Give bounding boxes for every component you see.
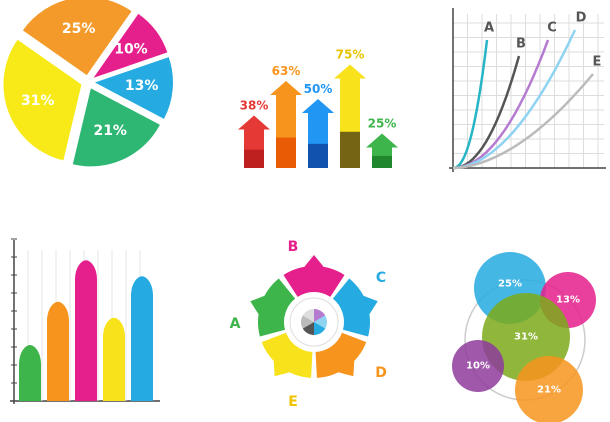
arrow-bar [302, 99, 334, 168]
ring-segment-group [283, 255, 345, 297]
bubble-label: 10% [466, 361, 490, 372]
pie-chart: 25% 10% 13% 21% 31% [3, 0, 173, 167]
peak-area [103, 317, 125, 401]
pie-slice-label: 31% [21, 93, 55, 109]
pie-slice [93, 13, 168, 78]
arrow-value-label: 38% [240, 99, 269, 113]
series-line [452, 29, 577, 170]
peak-area [75, 260, 97, 401]
peak-area [19, 345, 41, 401]
peak-area [131, 276, 153, 401]
arrow-base-shade [308, 143, 328, 168]
bubble [452, 340, 504, 392]
pie-slice [94, 57, 173, 119]
ring-segment-label: A [230, 316, 241, 332]
ring-segment [261, 332, 313, 378]
pie-slice-group: 21% [72, 88, 160, 167]
series-label: B [516, 37, 526, 52]
ring-segment-group [332, 278, 378, 337]
ring-segment-tab [363, 295, 378, 315]
ring-segment [315, 332, 367, 378]
ring-segment-tab [338, 360, 355, 377]
pie-slice-label: 21% [93, 123, 127, 139]
arrow-base-shade [276, 137, 296, 168]
arrow-value-label: 75% [336, 48, 365, 62]
ring-segment-label: D [375, 365, 387, 381]
ring-center-slice [314, 315, 327, 329]
pie-slice [22, 0, 132, 76]
ring-segment-group [261, 332, 313, 378]
bubble-label: 25% [498, 279, 522, 290]
pie-slice-label: 10% [114, 42, 148, 58]
ring-segment-group [315, 332, 367, 378]
ring-center-slice [301, 315, 314, 329]
curve-line-chart: A B C D E [449, 8, 606, 172]
ring-segment-label: B [288, 239, 299, 255]
pie-slice-label: 25% [62, 21, 96, 37]
ring-center-slice [302, 322, 314, 335]
bubble-label: 21% [537, 385, 561, 396]
segmented-ring-chart: B C D E A [230, 239, 387, 410]
series-label: E [593, 55, 602, 70]
series-label: C [547, 21, 557, 36]
arrow-bar [270, 81, 302, 168]
arrow-value-label: 63% [272, 64, 301, 78]
bubble-label: 31% [514, 332, 538, 343]
arrow-value-label: 50% [304, 82, 333, 96]
bubble [515, 356, 583, 422]
arrow-bar [334, 64, 366, 168]
pie-slice-group: 25% [22, 0, 132, 76]
ring-center-slice [302, 309, 314, 322]
arrow-base-shade [372, 155, 392, 168]
ring-segment-label: C [376, 270, 386, 286]
ring-center-slice [314, 322, 326, 335]
ring-center-slice [314, 309, 326, 322]
pie-slice [72, 88, 160, 167]
ring-segment [283, 265, 345, 297]
ring-segment-tab [273, 360, 290, 377]
arrow-value-label: 25% [368, 117, 397, 131]
pie-slice-group: 10% [93, 13, 168, 78]
ring-segment-group [250, 278, 296, 337]
series-label: D [576, 11, 587, 26]
pie-slice-group: 31% [3, 39, 82, 161]
ring-segment-tab [250, 295, 265, 315]
arrow-bar [238, 115, 270, 168]
peak-area-chart [10, 238, 160, 404]
ring-segment [258, 278, 296, 337]
bubble-chart: 25% 13% 31% 10% 21% [452, 252, 596, 422]
ring-segment [332, 278, 370, 337]
arrow-bar [366, 133, 398, 168]
series-line [452, 73, 594, 170]
bubble-label: 13% [556, 295, 580, 306]
pie-slice-label: 13% [125, 78, 159, 94]
ring-segment-tab [304, 255, 324, 267]
pie-slice [3, 39, 82, 161]
ring-segment-label: E [288, 394, 298, 410]
peak-area [47, 301, 69, 401]
arrow-bar-chart: 38% 63%50% 75% 25% [238, 48, 398, 168]
pie-slice-group: 13% [94, 57, 173, 119]
arrow-base-shade [244, 149, 264, 168]
series-label: A [484, 21, 494, 36]
series-line [452, 39, 489, 170]
arrow-base-shade [340, 131, 360, 168]
